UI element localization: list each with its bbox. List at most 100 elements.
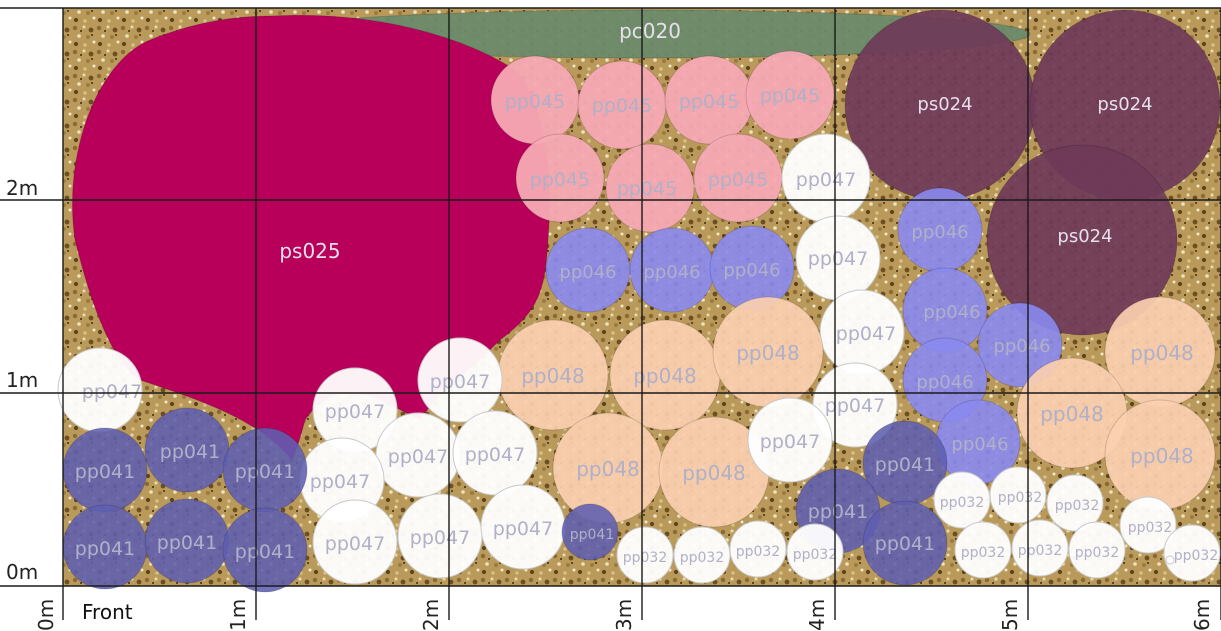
plant-label-pp032: pp032 <box>1055 498 1100 514</box>
plant-label-pp047: pp047 <box>325 533 385 555</box>
plant-pp041: pp041 <box>222 507 308 593</box>
plant-pp041: pp041 <box>222 427 308 513</box>
plant-pp046: pp046 <box>902 267 988 353</box>
plant-label-pp032: pp032 <box>623 550 668 566</box>
plant-label-pp047: pp047 <box>388 446 448 468</box>
plant-pp046: pp046 <box>935 399 1021 485</box>
plant-shape-pp032 <box>616 526 674 584</box>
plant-label-pp048: pp048 <box>1130 444 1194 468</box>
plant-pp047: pp047 <box>812 362 898 448</box>
plant-label-pp041: pp041 <box>570 527 615 543</box>
plant-label-pp048: pp048 <box>736 341 800 365</box>
plant-label-pp045: pp045 <box>617 178 677 200</box>
plant-pp048: pp048 <box>1016 357 1128 469</box>
plant-pp032: pp032 <box>1165 555 1175 565</box>
plant-pp032: pp032 <box>1046 474 1104 532</box>
plant-label-pc020: pc020 <box>619 19 681 43</box>
plant-label-pp047: pp047 <box>493 518 553 540</box>
plant-label-pp046: pp046 <box>643 262 700 283</box>
plant-label-pp046: pp046 <box>723 260 780 281</box>
plant-label-pp045: pp045 <box>592 95 652 117</box>
plant-label-pp041: pp041 <box>75 538 135 560</box>
plant-shape-pp032 <box>1165 555 1175 565</box>
plant-label-pp047: pp047 <box>796 169 856 191</box>
plant-pp048: pp048 <box>658 416 770 528</box>
plant-ps024: ps024 <box>986 144 1178 336</box>
x-axis-label-0m: 0m <box>34 598 58 631</box>
plant-pp046: pp046 <box>545 227 631 313</box>
plant-label-pp047: pp047 <box>465 444 525 466</box>
plant-label-pp048: pp048 <box>682 461 746 485</box>
plant-label-pp045: pp045 <box>760 85 820 107</box>
plant-pp047: pp047 <box>452 410 538 496</box>
y-axis-label-0m: 0m <box>6 560 39 584</box>
plant-pp041: pp041 <box>862 500 948 586</box>
plant-label-pp047: pp047 <box>808 248 868 270</box>
plant-label-pp048: pp048 <box>576 457 640 481</box>
plant-label-pp047: pp047 <box>310 471 370 493</box>
plant-pp032: pp032 <box>786 523 844 581</box>
plant-label-pp032: pp032 <box>1075 545 1120 561</box>
plant-pp032: pp032 <box>729 520 787 578</box>
plant-pp046: pp046 <box>977 302 1063 388</box>
plant-pp047: pp047 <box>312 499 398 585</box>
plant-label-pp041: pp041 <box>875 533 935 555</box>
plant-pp047: pp047 <box>397 493 483 579</box>
plant-label-pp032: pp032 <box>998 490 1043 506</box>
plant-label-pp047: pp047 <box>760 431 820 453</box>
plant-label-ps024: ps024 <box>917 94 972 115</box>
plant-label-pp041: pp041 <box>235 541 295 563</box>
plant-pp048: pp048 <box>609 319 721 431</box>
plant-label-pp046: pp046 <box>923 302 980 323</box>
plant-shape-pp032 <box>1011 519 1069 577</box>
front-label: Front <box>82 600 133 624</box>
plant-pp046: pp046 <box>902 337 988 423</box>
plant-pp045: pp045 <box>515 133 605 223</box>
plant-shape-pp032 <box>673 526 731 584</box>
plant-pp047: pp047 <box>781 133 871 223</box>
plant-label-pp041: pp041 <box>808 501 868 523</box>
plant-shape-pp032 <box>786 523 844 581</box>
plant-pp041: pp041 <box>144 407 230 493</box>
plant-label-pp041: pp041 <box>75 461 135 483</box>
plant-pp046: pp046 <box>897 187 983 273</box>
plant-label-pp047: pp047 <box>82 381 142 403</box>
plant-pp041: pp041 <box>862 420 948 506</box>
plant-label-pp047: pp047 <box>410 527 470 549</box>
plant-pp046: pp046 <box>709 225 795 311</box>
plant-label-pp047: pp047 <box>836 323 896 345</box>
plant-pp032: pp032 <box>989 466 1047 524</box>
plant-label-pp048: pp048 <box>1130 341 1194 365</box>
plant-shape-pp032 <box>1119 496 1177 554</box>
plant-label-pp041: pp041 <box>157 532 217 554</box>
plant-shape-pp032 <box>1068 521 1126 579</box>
plant-shape-pp047 <box>452 410 538 496</box>
plant-label-pp041: pp041 <box>235 461 295 483</box>
plant-shape-pp045 <box>745 50 835 140</box>
plant-label-pp032: pp032 <box>961 545 1006 561</box>
x-axis-label-4m: 4m <box>805 598 829 631</box>
plant-label-pp045: pp045 <box>708 169 768 191</box>
plant-shape-pp046 <box>977 302 1063 388</box>
plant-label-pp048: pp048 <box>521 364 585 388</box>
plant-ps024: ps024 <box>844 9 1036 201</box>
plant-pp047: pp047 <box>480 484 566 570</box>
plant-pp047: pp047 <box>795 215 881 301</box>
plant-pp048: pp048 <box>552 412 664 524</box>
x-axis-label-3m: 3m <box>612 598 636 631</box>
plant-shape-pp032 <box>954 521 1012 579</box>
plant-label-pp046: pp046 <box>993 336 1050 357</box>
plant-pp041: pp041 <box>62 427 148 513</box>
plant-shape-pp032 <box>729 520 787 578</box>
plant-label-pp045: pp045 <box>505 91 565 113</box>
plant-shape-pp041 <box>561 503 619 561</box>
plant-shape-pp047 <box>747 397 833 483</box>
plant-ps025: ps025 <box>71 14 550 461</box>
plant-label-pp032: pp032 <box>1018 543 1063 559</box>
plant-pp047: pp047 <box>57 347 143 433</box>
y-axis-label-1m: 1m <box>6 368 39 392</box>
plant-shape-pp045 <box>605 143 695 233</box>
plant-pp048: pp048 <box>1104 296 1216 408</box>
plant-pp048: pp048 <box>1104 399 1216 511</box>
plant-label-pp048: pp048 <box>1040 402 1104 426</box>
